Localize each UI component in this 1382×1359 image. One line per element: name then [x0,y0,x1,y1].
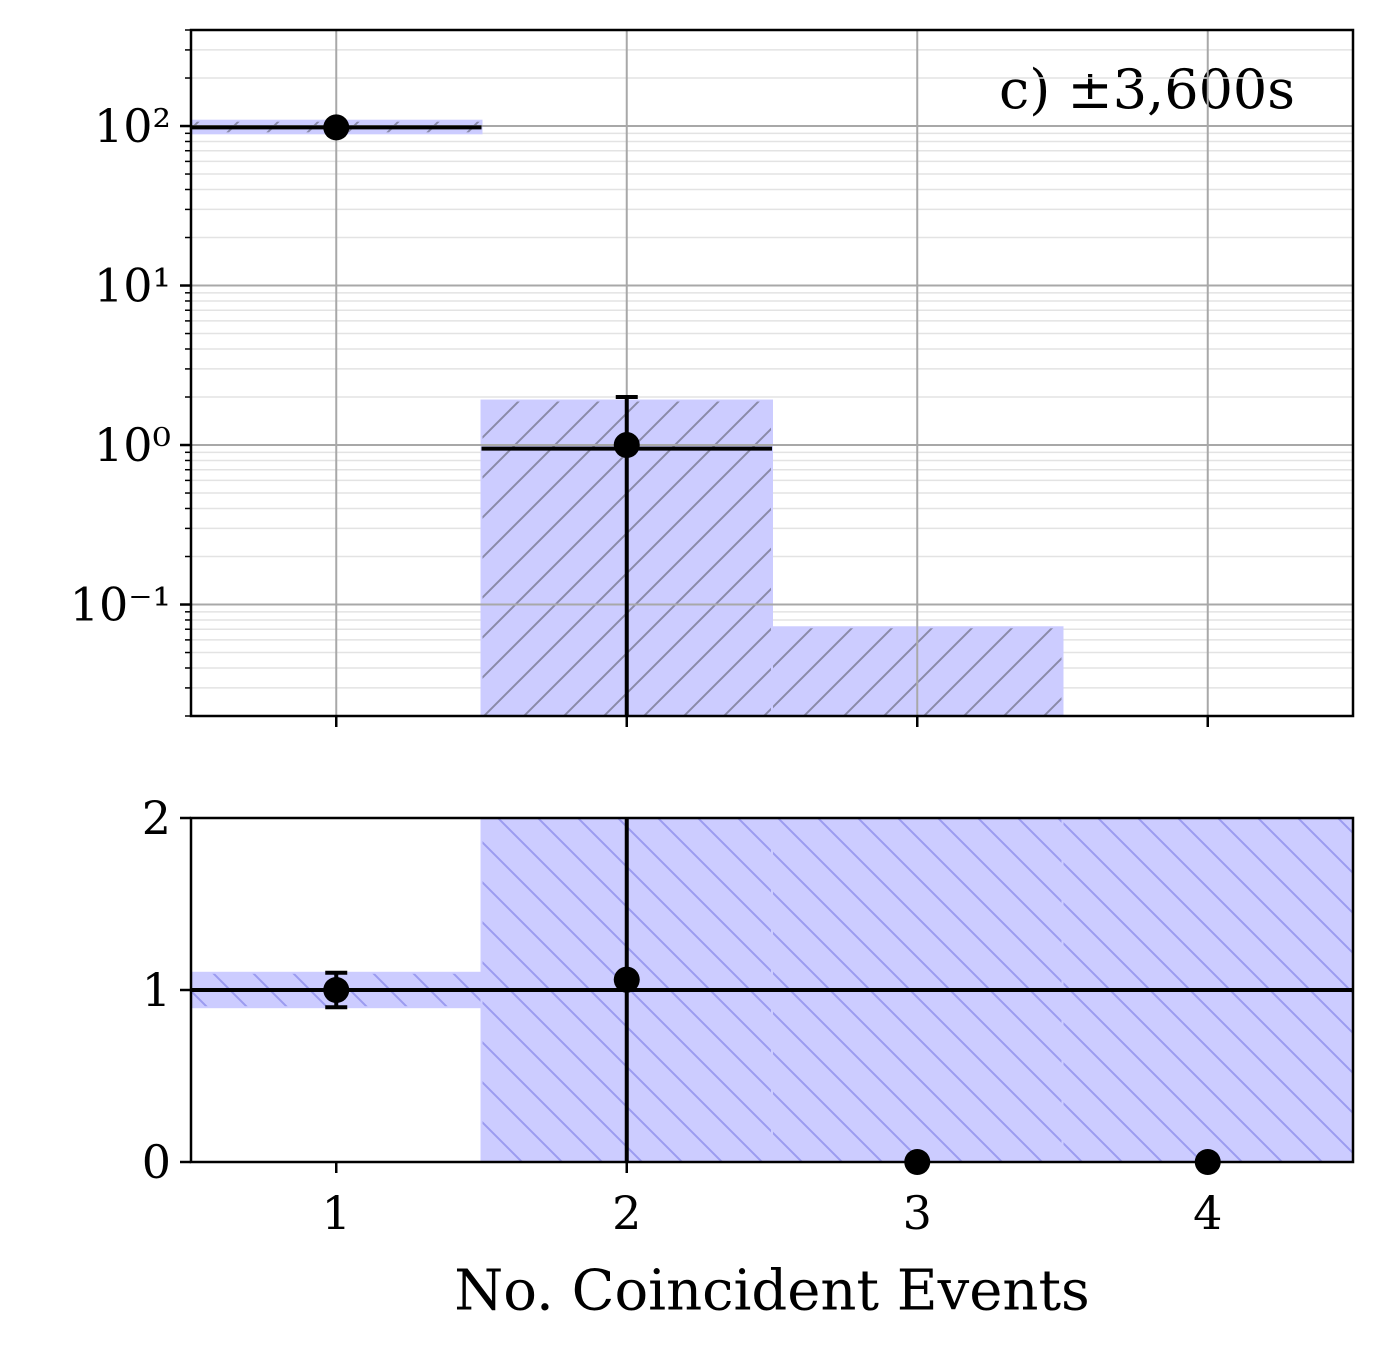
x-tick-label: 4 [1193,1186,1222,1240]
annotation: c) ±3,600s [999,58,1295,121]
x-tick-label: 2 [612,1186,641,1240]
axes-frame [189,28,1355,718]
data-point [323,977,350,1003]
x-tick-label: 1 [322,1186,351,1240]
data-point [323,114,350,141]
y-tick-label: 10¹ [94,259,171,313]
x-tick-label: 3 [903,1186,932,1240]
y-tick-label: 10² [94,99,171,153]
y-tick-label: 10⁰ [94,418,171,472]
y-tick-label: 1 [142,963,171,1017]
x-axis-label: No. Coincident Events [454,1259,1089,1324]
plot-area [191,818,1353,1162]
data-point [613,966,640,993]
y-tick-label: 10⁻¹ [70,578,171,632]
plot-area [191,30,1353,716]
y-tick-label: 2 [142,791,171,845]
data-point [613,432,640,459]
y-tick-label: 0 [142,1135,171,1189]
